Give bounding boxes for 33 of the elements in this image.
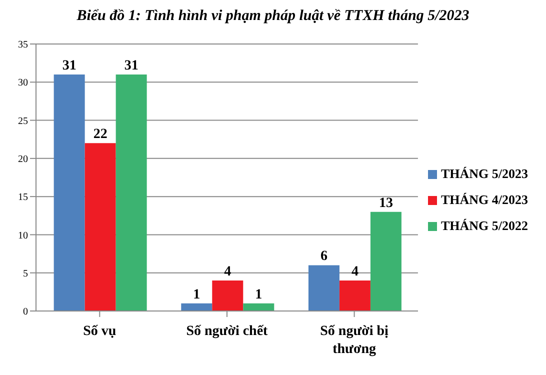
legend-label: THÁNG 5/2022 — [440, 218, 528, 232]
bar — [54, 74, 85, 311]
bar — [308, 265, 340, 311]
y-tick-label: 20 — [18, 154, 28, 165]
data-label: 4 — [351, 264, 358, 280]
bar — [84, 143, 116, 311]
y-tick-label: 10 — [18, 230, 28, 242]
legend-label: THÁNG 4/2023 — [440, 192, 528, 206]
y-tick-label: 25 — [18, 116, 28, 127]
data-label: 1 — [193, 287, 200, 302]
bar — [339, 280, 370, 311]
data-label: 6 — [320, 249, 328, 264]
data-label: 13 — [378, 196, 393, 211]
bar — [116, 74, 147, 311]
x-tick-label: Số vụ — [83, 324, 116, 339]
data-label: 31 — [124, 58, 138, 74]
bar — [212, 280, 244, 311]
bar — [181, 303, 212, 311]
data-label: 22 — [93, 127, 108, 142]
y-tick-label: 5 — [23, 268, 28, 280]
y-tick-label: 35 — [18, 40, 28, 51]
y-tick-label: 0 — [23, 306, 28, 318]
x-tick-label: Số người chết — [186, 324, 268, 339]
y-tick-label: 30 — [18, 78, 28, 89]
bar — [370, 212, 402, 311]
bar — [243, 303, 274, 311]
data-label: 4 — [224, 264, 232, 280]
chart-title: Biểu đồ 1: Tình hình vi phạm pháp luật về TTXH tháng 5/2023 — [76, 8, 470, 26]
data-label: 1 — [255, 287, 262, 302]
legend-label: THÁNG 5/2023 — [440, 166, 528, 180]
y-tick-label: 15 — [18, 192, 28, 204]
data-label: 31 — [62, 58, 76, 74]
x-tick-label: Số người bị thương — [320, 324, 389, 357]
